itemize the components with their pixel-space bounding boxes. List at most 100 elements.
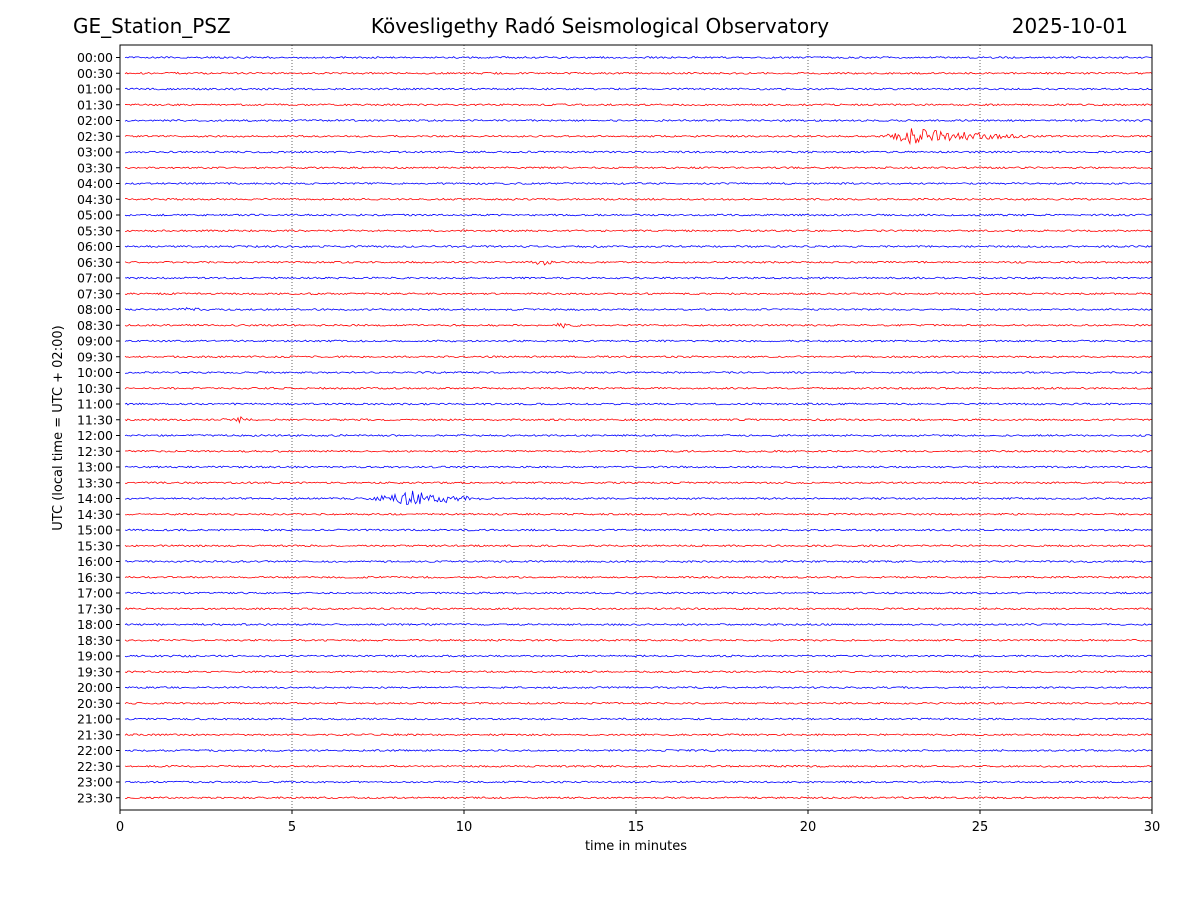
trace-2000 <box>124 686 1153 689</box>
y-tick-label: 05:00 <box>77 208 113 223</box>
y-tick-label: 15:30 <box>77 538 113 553</box>
y-tick-label: 01:30 <box>77 97 113 112</box>
y-tick-label: 18:30 <box>77 633 113 648</box>
trace-2300 <box>124 780 1153 784</box>
y-tick-label: 04:30 <box>77 192 113 207</box>
x-tick-label: 25 <box>972 820 989 835</box>
trace-0100 <box>124 87 1153 91</box>
trace-1630 <box>124 575 1153 579</box>
trace-0200 <box>124 118 1153 122</box>
trace-1030 <box>124 386 1153 390</box>
trace-1000 <box>124 371 1153 374</box>
trace-0230 <box>124 128 1153 146</box>
x-tick-label: 5 <box>288 820 296 835</box>
chart-date: 2025-10-01 <box>1011 14 1128 38</box>
trace-1500 <box>124 528 1153 532</box>
y-tick-label: 00:00 <box>77 50 113 65</box>
x-tick-label: 30 <box>1144 820 1161 835</box>
trace-1330 <box>124 481 1153 485</box>
x-tick-label: 10 <box>456 820 473 835</box>
trace-0130 <box>124 103 1153 107</box>
trace-1530 <box>124 544 1153 548</box>
y-tick-label: 21:00 <box>77 712 113 727</box>
y-tick-label: 08:30 <box>77 318 113 333</box>
y-tick-label: 05:30 <box>77 223 113 238</box>
trace-0630 <box>124 260 1153 266</box>
y-tick-label: 03:30 <box>77 160 113 175</box>
y-axis-label: UTC (local time = UTC + 02:00) <box>51 325 66 530</box>
trace-1830 <box>124 638 1153 642</box>
y-tick-label: 23:30 <box>77 790 113 805</box>
y-tick-label: 15:00 <box>77 523 113 538</box>
trace-1100 <box>124 402 1153 406</box>
trace-1800 <box>124 623 1153 626</box>
trace-1700 <box>124 591 1153 595</box>
x-axis-label: time in minutes <box>585 839 687 854</box>
y-tick-label: 20:00 <box>77 680 113 695</box>
x-tick-label: 0 <box>116 820 124 835</box>
y-tick-label: 19:00 <box>77 649 113 664</box>
trace-1930 <box>124 670 1153 674</box>
y-tick-label: 16:00 <box>77 554 113 569</box>
y-tick-label: 17:30 <box>77 601 113 616</box>
trace-2130 <box>124 733 1153 737</box>
trace-0430 <box>124 197 1153 201</box>
trace-2030 <box>124 701 1153 705</box>
trace-0400 <box>124 182 1153 185</box>
trace-0530 <box>124 229 1153 233</box>
y-tick-label: 11:30 <box>77 412 113 427</box>
trace-0000 <box>124 56 1153 59</box>
trace-0500 <box>124 213 1153 217</box>
y-tick-label: 23:00 <box>77 775 113 790</box>
trace-1300 <box>124 465 1153 469</box>
y-tick-label: 10:30 <box>77 381 113 396</box>
y-tick-label: 07:00 <box>77 271 113 286</box>
y-tick-label: 08:00 <box>77 302 113 317</box>
y-tick-label: 20:30 <box>77 696 113 711</box>
station-name: GE_Station_PSZ <box>73 14 231 38</box>
y-tick-label: 22:00 <box>77 743 113 758</box>
trace-2100 <box>124 717 1153 721</box>
y-tick-label: 09:30 <box>77 349 113 364</box>
trace-0330 <box>124 166 1153 170</box>
trace-0700 <box>124 276 1153 280</box>
y-tick-label: 21:30 <box>77 727 113 742</box>
y-tick-label: 14:30 <box>77 507 113 522</box>
x-ticks: 0 5 10 15 20 25 30 <box>116 810 1160 835</box>
trace-1430 <box>124 512 1153 516</box>
y-tick-label: 11:00 <box>77 397 113 412</box>
trace-0030 <box>124 71 1153 75</box>
trace-1230 <box>124 449 1153 453</box>
y-tick-label: 10:00 <box>77 365 113 380</box>
trace-1400 <box>124 490 1153 505</box>
trace-0930 <box>124 355 1153 359</box>
y-tick-label: 09:00 <box>77 334 113 349</box>
trace-1900 <box>124 654 1153 658</box>
trace-2330 <box>124 796 1153 800</box>
y-tick-label: 13:30 <box>77 475 113 490</box>
y-tick-label: 13:00 <box>77 460 113 475</box>
trace-1200 <box>124 434 1153 437</box>
trace-2230 <box>124 764 1153 768</box>
trace-layer <box>124 56 1153 800</box>
x-tick-label: 15 <box>628 820 645 835</box>
y-tick-label: 14:00 <box>77 491 113 506</box>
y-tick-label: 18:00 <box>77 617 113 632</box>
y-tick-label: 02:30 <box>77 129 113 144</box>
trace-0800 <box>124 307 1153 312</box>
y-tick-label: 03:00 <box>77 145 113 160</box>
x-tick-label: 20 <box>800 820 817 835</box>
trace-0730 <box>124 292 1153 296</box>
y-tick-label: 17:00 <box>77 586 113 601</box>
y-tick-label: 19:30 <box>77 664 113 679</box>
trace-0830 <box>124 322 1153 329</box>
y-tick-label: 00:30 <box>77 66 113 81</box>
trace-2200 <box>124 749 1153 752</box>
y-tick-label: 07:30 <box>77 286 113 301</box>
observatory-title: Kövesligethy Radó Seismological Observat… <box>370 14 830 38</box>
y-tick-label: 12:30 <box>77 444 113 459</box>
y-tick-label: 06:30 <box>77 255 113 270</box>
y-tick-label: 02:00 <box>77 113 113 128</box>
trace-1730 <box>124 607 1153 611</box>
